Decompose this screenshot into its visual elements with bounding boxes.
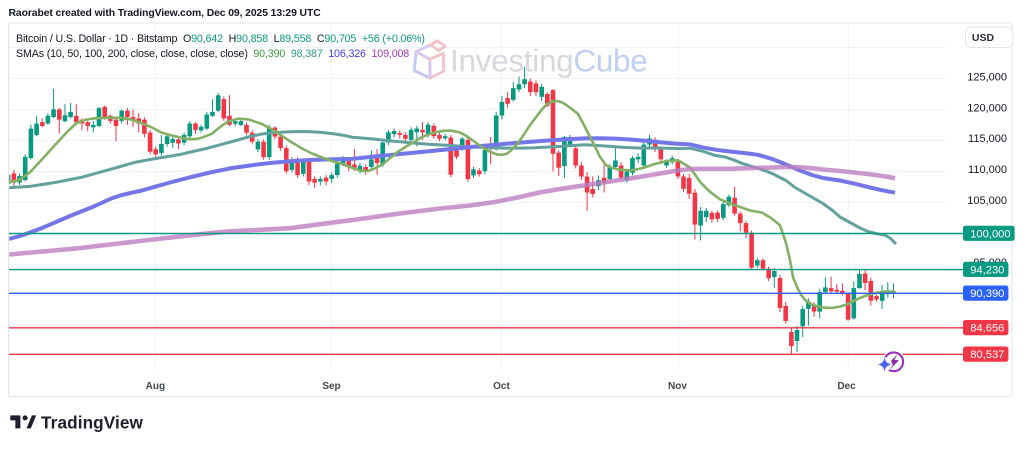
svg-text:Aug: Aug (146, 381, 165, 392)
svg-text:105,000: 105,000 (967, 195, 1007, 207)
svg-text:Bitcoin / U.S. Dollar · 1D · B: Bitcoin / U.S. Dollar · 1D · Bitstamp O9… (16, 33, 425, 45)
svg-text:USD: USD (972, 32, 995, 44)
svg-text:90,390: 90,390 (970, 288, 1004, 300)
svg-text:120,000: 120,000 (967, 102, 1007, 114)
svg-text:Raorabet created with TradingV: Raorabet created with TradingView.com, D… (9, 8, 322, 19)
svg-text:Oct: Oct (493, 381, 510, 392)
svg-text:100,000: 100,000 (970, 228, 1010, 240)
svg-text:Sep: Sep (322, 381, 340, 392)
svg-text:80,537: 80,537 (970, 349, 1004, 361)
svg-text:Nov: Nov (668, 381, 687, 392)
svg-text:InvestingCube: InvestingCube (450, 43, 648, 79)
svg-text:110,000: 110,000 (968, 164, 1007, 176)
svg-text:115,000: 115,000 (968, 133, 1007, 145)
svg-text:Dec: Dec (837, 381, 856, 392)
svg-text:TradingView: TradingView (41, 412, 144, 432)
svg-text:94,230: 94,230 (970, 264, 1004, 276)
svg-text:125,000: 125,000 (967, 71, 1007, 83)
svg-text:84,656: 84,656 (970, 323, 1004, 335)
svg-text:SMAs (10, 50, 100, 200, close,: SMAs (10, 50, 100, 200, close, close, cl… (16, 48, 409, 60)
